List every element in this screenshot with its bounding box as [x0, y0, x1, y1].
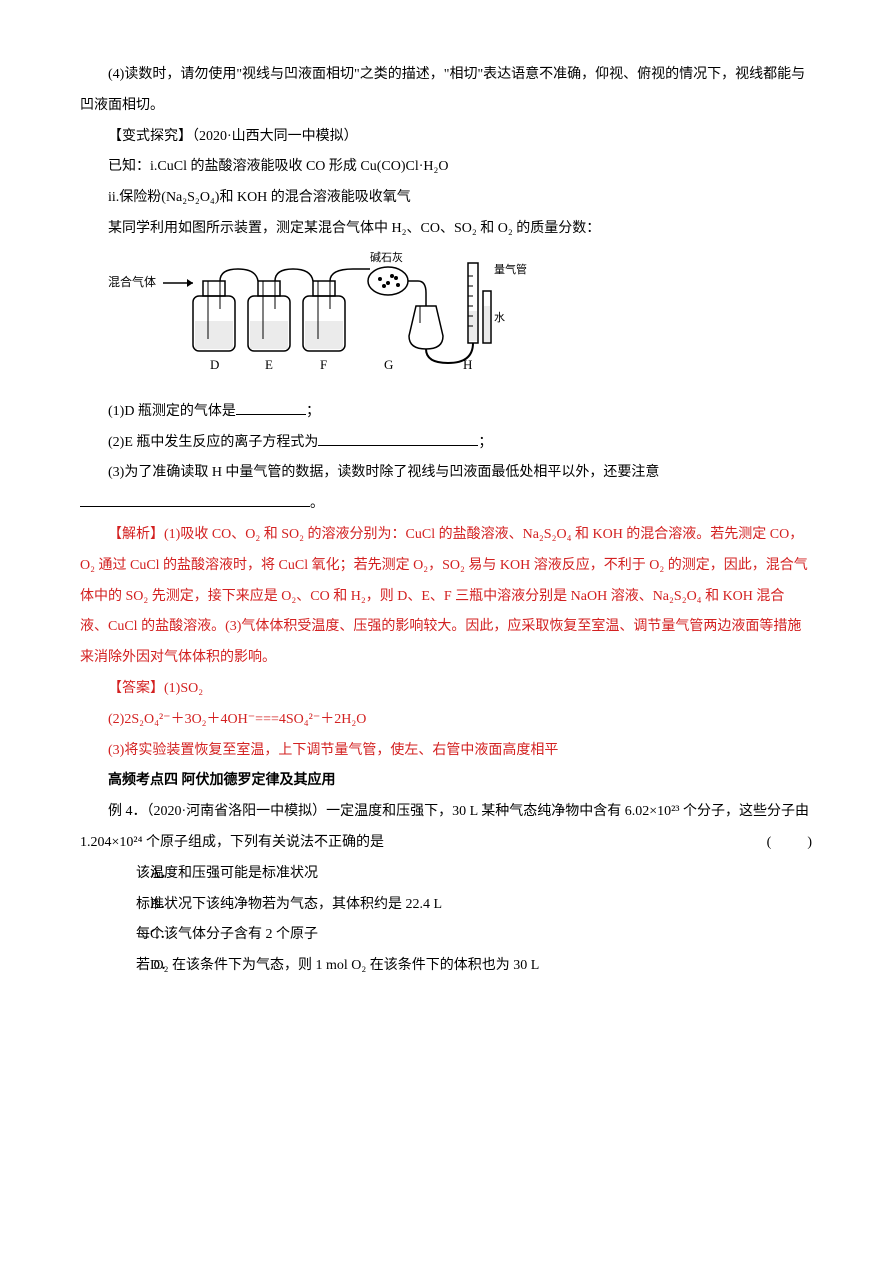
q1-tail: ；	[306, 404, 320, 419]
gas-measuring-tube: 量气管 水 H	[463, 262, 527, 372]
label-h: H	[463, 357, 472, 372]
answer-line-3: (3)将实验装置恢复至室温，上下调节量气管，使左、右管中液面高度相平	[80, 736, 812, 767]
gas-in-label: 混合气体	[108, 274, 156, 289]
analysis: 【解析】(1)吸收 CO、O₂ 和 SO₂ 的溶液分别为：CuCl 的盐酸溶液、…	[80, 520, 812, 674]
answer-line-2: (2)2S₂O₄²⁻＋3O₂＋4OH⁻===4SO₄²⁻＋2H₂O	[80, 705, 812, 736]
q2-blank	[318, 429, 478, 445]
q3-tail: 。	[310, 496, 324, 511]
variant-source: （2020·山西大同一中模拟）	[192, 129, 358, 144]
choice-c-text: 每个该气体分子含有 2 个原子	[136, 927, 318, 942]
q1-text: (1)D 瓶测定的气体是	[108, 404, 236, 419]
q3-blank	[80, 491, 310, 507]
question-3: (3)为了准确读取 H 中量气管的数据，读数时除了视线与凹液面最低处相平以外，还…	[80, 458, 812, 489]
ex4-text: 例 4．（2020·河南省洛阳一中模拟）一定温度和压强下，30 L 某种气态纯净…	[80, 804, 809, 850]
variant-label: 【变式探究】	[108, 129, 192, 144]
ex4-paren: ()	[739, 828, 812, 859]
question-3-blank-line: 。	[80, 489, 812, 520]
q2-text: (2)E 瓶中发生反应的离子方程式为	[108, 435, 318, 450]
tube-label: 量气管	[494, 262, 527, 276]
label-e: E	[265, 357, 273, 372]
q1-blank	[236, 398, 306, 414]
answer-line-1: 【答案】(1)SO₂	[80, 674, 812, 705]
soda-lime-tube: 碱石灰 G	[368, 251, 408, 372]
apparatus-svg: 混合气体 D E F 碱石灰 G	[108, 251, 528, 391]
given-i-text: i.CuCl 的盐酸溶液能吸收 CO 形成 Cu(CO)Cl·H₂O	[150, 159, 449, 174]
choices: A．该温度和压强可能是标准状况 B．标准状况下该纯净物若为气态，其体积约是 22…	[80, 859, 812, 982]
bottle-e: E	[248, 281, 290, 372]
setup-text: 某同学利用如图所示装置，测定某混合气体中 H₂、CO、SO₂ 和 O₂ 的质量分…	[80, 214, 812, 245]
choice-a-text: 该温度和压强可能是标准状况	[136, 866, 318, 881]
given-ii: ii.保险粉(Na₂S₂O₄)和 KOH 的混合溶液能吸收氧气	[80, 183, 812, 214]
choice-b-text: 标准状况下该纯净物若为气态，其体积约是 22.4 L	[136, 897, 442, 912]
analysis-text: (1)吸收 CO、O₂ 和 SO₂ 的溶液分别为：CuCl 的盐酸溶液、Na₂S…	[80, 527, 808, 665]
variant-heading: 【变式探究】（2020·山西大同一中模拟）	[80, 122, 812, 153]
q2-tail: ；	[478, 435, 492, 450]
choice-c: C．每个该气体分子含有 2 个原子	[80, 920, 812, 951]
answer-1: (1)SO₂	[164, 681, 203, 696]
question-2: (2)E 瓶中发生反应的离子方程式为 ；	[80, 428, 812, 459]
choice-d-text: 若 O₂ 在该条件下为气态，则 1 mol O₂ 在该条件下的体积也为 30 L	[136, 958, 539, 973]
given-i: 已知：i.CuCl 的盐酸溶液能吸收 CO 形成 Cu(CO)Cl·H₂O	[80, 152, 812, 183]
section-heading: 高频考点四 阿伏加德罗定律及其应用	[80, 766, 812, 797]
label-d: D	[210, 357, 219, 372]
question-1: (1)D 瓶测定的气体是 ；	[80, 397, 812, 428]
bottle-f: F	[303, 281, 345, 372]
soda-lime-label: 碱石灰	[370, 251, 403, 264]
answer-label: 【答案】	[108, 681, 164, 696]
label-g: G	[384, 357, 393, 372]
label-f: F	[320, 357, 327, 372]
apparatus-figure: 混合气体 D E F 碱石灰 G	[108, 251, 812, 391]
choice-a: A．该温度和压强可能是标准状况	[80, 859, 812, 890]
given-label: 已知：	[108, 159, 150, 174]
choice-b: B．标准状况下该纯净物若为气态，其体积约是 22.4 L	[80, 890, 812, 921]
choice-d: D．若 O₂ 在该条件下为气态，则 1 mol O₂ 在该条件下的体积也为 30…	[80, 951, 812, 982]
example-4: 例 4．（2020·河南省洛阳一中模拟）一定温度和压强下，30 L 某种气态纯净…	[80, 797, 812, 859]
flask	[409, 306, 443, 349]
water-label: 水	[494, 311, 505, 324]
paragraph-4: (4)读数时，请勿使用"视线与凹液面相切"之类的描述，"相切"表达语意不准确，仰…	[80, 60, 812, 122]
analysis-label: 【解析】	[108, 527, 164, 542]
bottle-d: D	[193, 281, 235, 372]
